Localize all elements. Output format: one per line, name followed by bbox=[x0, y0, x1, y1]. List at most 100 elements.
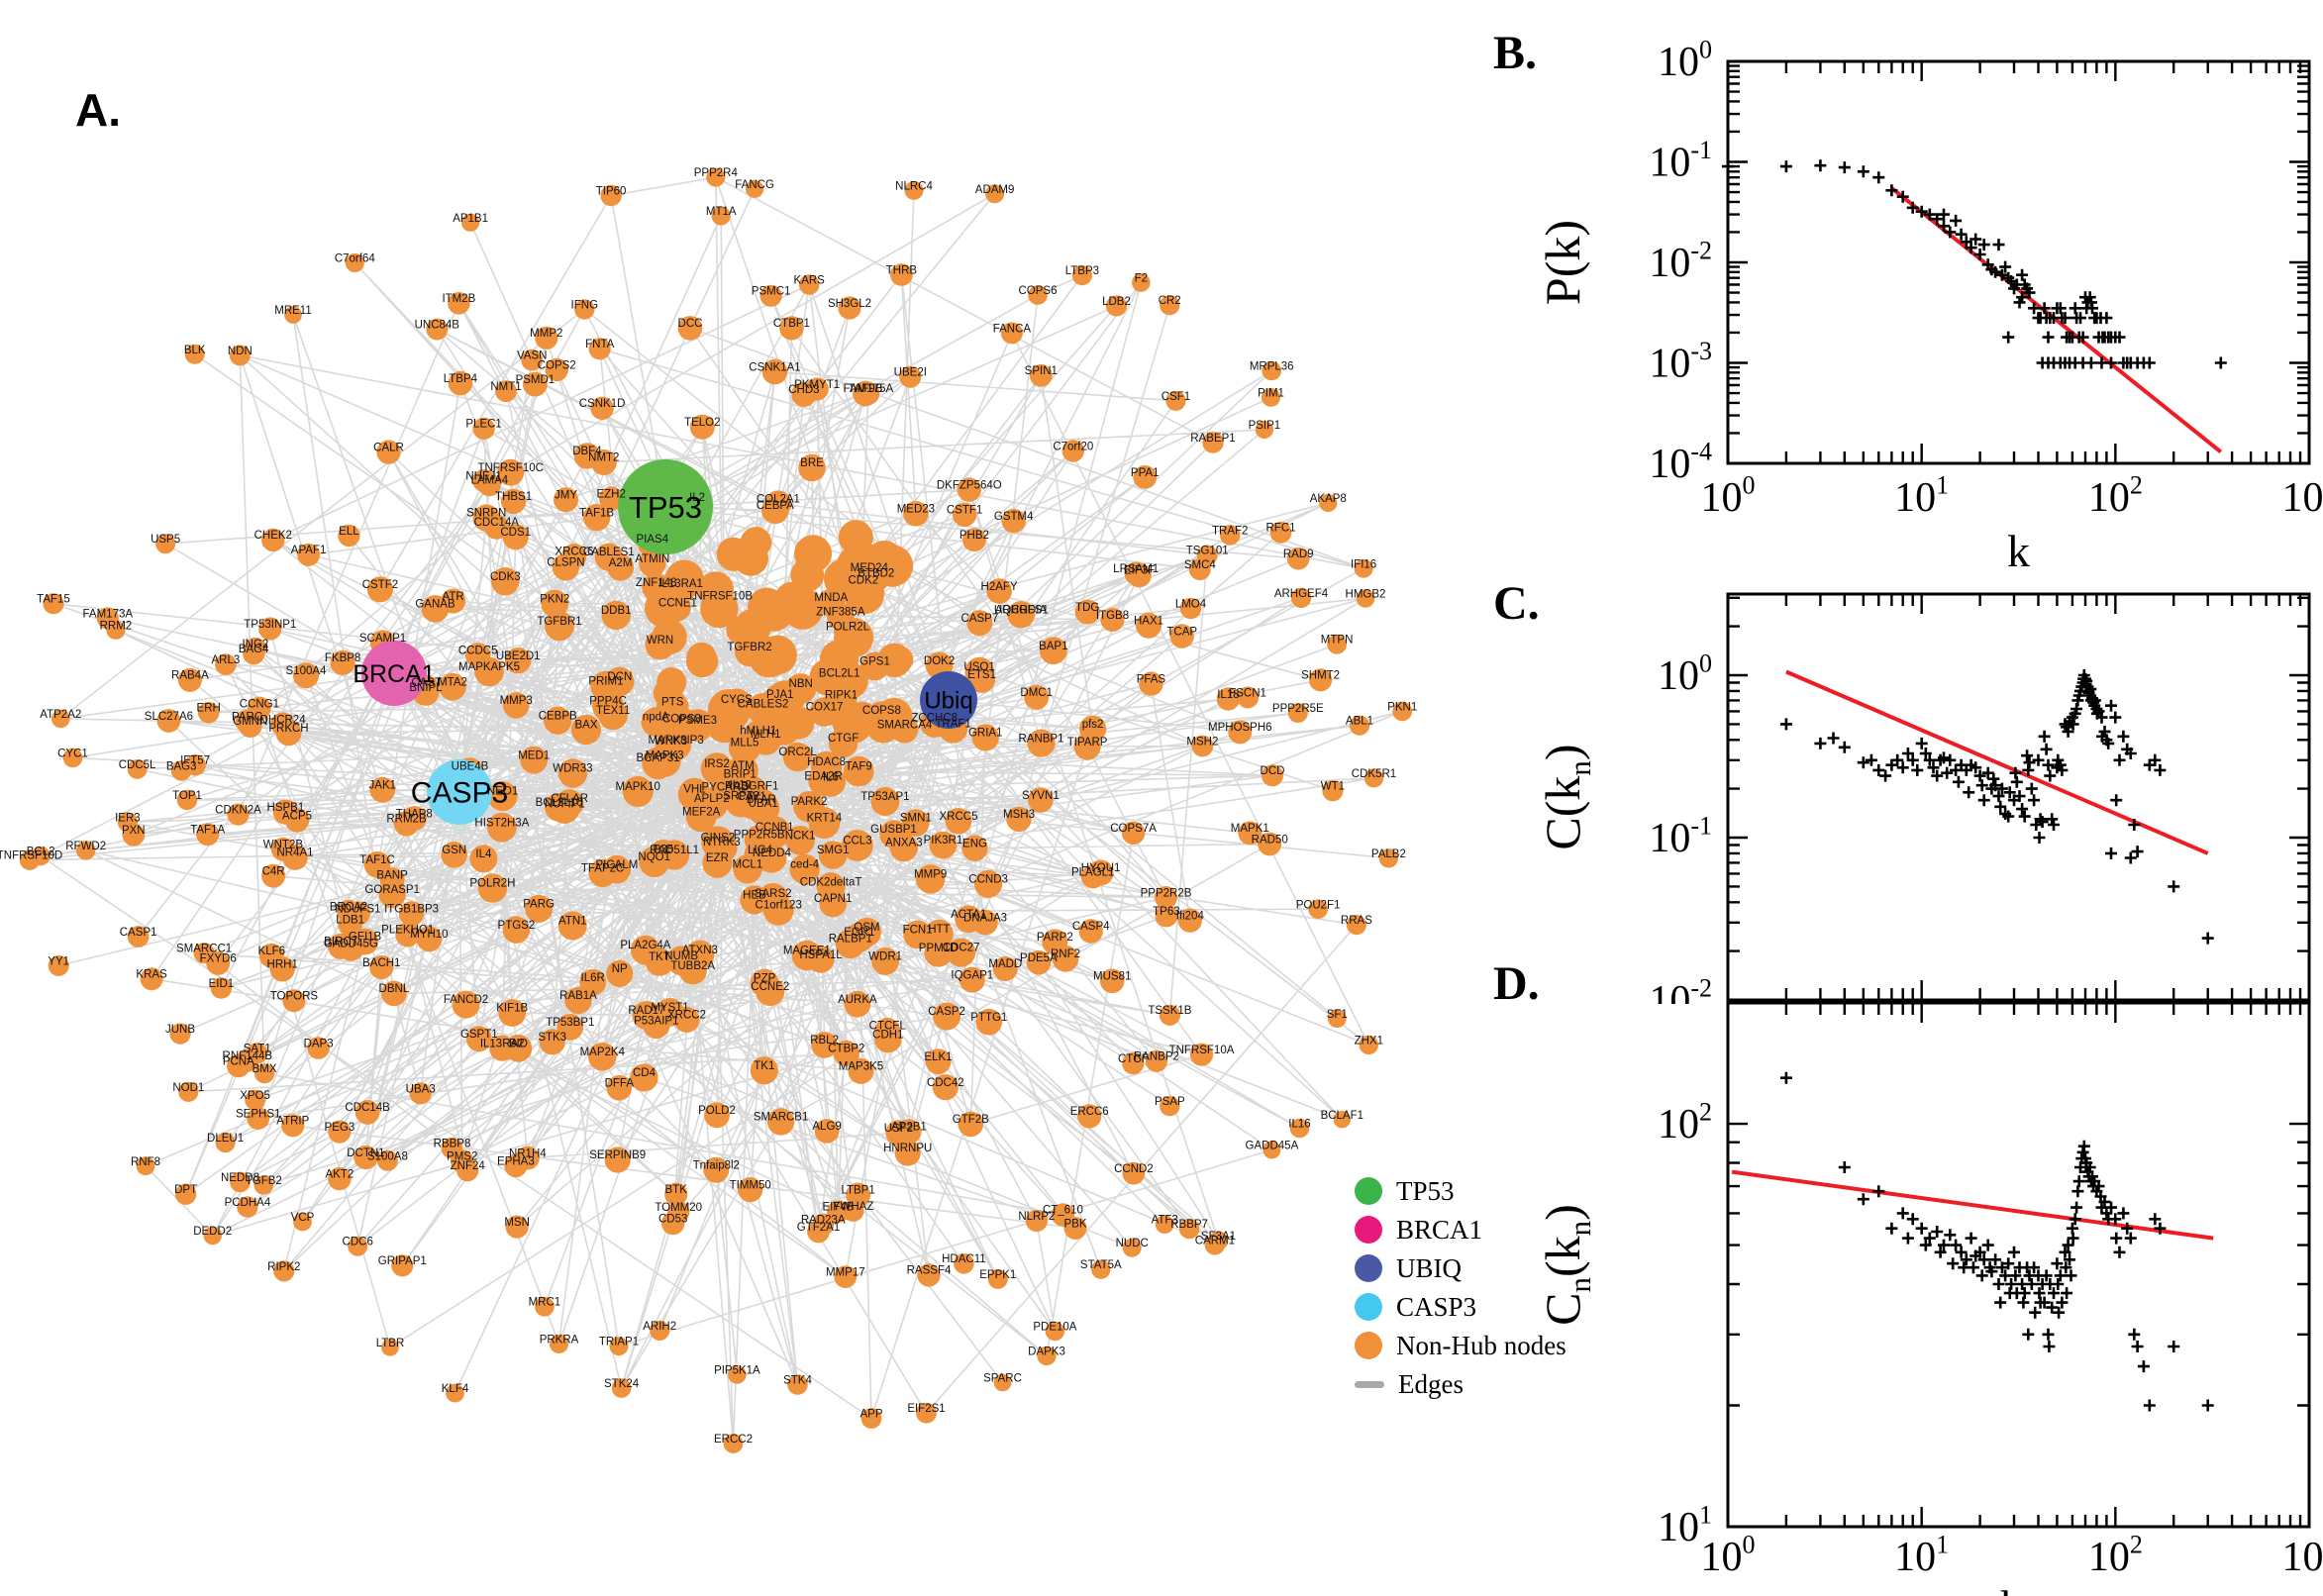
gene-label: ZHX1 bbox=[1355, 1035, 1383, 1047]
non-hub-node bbox=[842, 830, 873, 861]
non-hub-node bbox=[781, 587, 824, 630]
non-hub-node bbox=[987, 1268, 1008, 1289]
non-hub-node bbox=[1237, 686, 1260, 709]
non-hub-node bbox=[1087, 859, 1114, 886]
non-hub-node bbox=[605, 666, 635, 697]
non-hub-node bbox=[665, 573, 696, 604]
non-hub-node bbox=[734, 608, 771, 646]
gene-label: FANCG bbox=[735, 179, 774, 191]
gene-label: NEO1 bbox=[487, 786, 518, 798]
gene-label: NEDD4 bbox=[753, 848, 792, 859]
gene-label: GSPT1 bbox=[460, 1029, 498, 1041]
non-hub-node bbox=[588, 338, 611, 360]
non-hub-node bbox=[1309, 668, 1333, 692]
hub-label-ubiq: Ubiq bbox=[924, 687, 972, 714]
non-hub-node bbox=[515, 1146, 540, 1170]
gene-label: POLD2 bbox=[698, 1105, 736, 1117]
non-hub-node bbox=[348, 1236, 368, 1256]
gene-label: MSH2 bbox=[1186, 736, 1218, 748]
scatter-points bbox=[1779, 1071, 2214, 1412]
non-hub-node bbox=[740, 527, 772, 558]
non-hub-node bbox=[261, 863, 286, 888]
gene-label: GADD45G bbox=[324, 939, 378, 950]
gene-label: AP1B1 bbox=[453, 213, 488, 225]
non-hub-node bbox=[890, 263, 913, 286]
gene-label: SMARCB1 bbox=[754, 1112, 809, 1124]
non-hub-node bbox=[834, 1265, 858, 1288]
gene-label: RASGRF1 bbox=[725, 781, 778, 793]
non-hub-node bbox=[609, 1337, 629, 1356]
gene-label: MAPK1 bbox=[1231, 823, 1269, 835]
gene-label: RRM2B bbox=[386, 814, 427, 826]
non-hub-node bbox=[421, 595, 450, 623]
gene-label: DMC1 bbox=[1020, 687, 1053, 699]
gene-label: MED24 bbox=[851, 562, 889, 574]
gene-label: PTTG1 bbox=[970, 1012, 1007, 1024]
non-hub-node bbox=[1039, 637, 1067, 665]
non-hub-node bbox=[127, 926, 150, 948]
gene-label: APP bbox=[859, 1409, 882, 1421]
gene-label: NCK1 bbox=[785, 830, 816, 842]
non-hub-node bbox=[1132, 273, 1151, 292]
non-hub-node bbox=[622, 776, 654, 807]
gene-label: VCP bbox=[291, 1212, 315, 1224]
non-hub-node bbox=[1078, 919, 1103, 944]
non-hub-node bbox=[574, 299, 595, 320]
gene-label: MED23 bbox=[897, 504, 935, 516]
gene-label: MAP2K4 bbox=[580, 1047, 626, 1058]
non-hub-node bbox=[789, 853, 820, 885]
power-law-fit-line bbox=[1890, 186, 2223, 453]
plot-frame bbox=[1726, 59, 2311, 465]
gene-label: TNFRSF10D bbox=[0, 850, 62, 862]
gene-label: MAPK8IP3 bbox=[648, 735, 703, 747]
non-hub-node bbox=[441, 842, 468, 868]
scatter-points bbox=[1779, 669, 2214, 945]
gene-label: NDN bbox=[228, 346, 252, 357]
gene-label: CHEK2 bbox=[254, 530, 292, 542]
non-hub-node bbox=[1359, 1035, 1379, 1055]
gene-label: S100A8 bbox=[367, 1150, 408, 1162]
gene-label: HTT bbox=[928, 924, 950, 936]
non-hub-node bbox=[735, 637, 764, 667]
non-hub-node bbox=[409, 1082, 432, 1105]
non-hub-node bbox=[838, 296, 861, 320]
gene-label: AP2B1 bbox=[891, 1122, 927, 1134]
gene-label: OSM bbox=[854, 922, 879, 934]
gene-label: PSIP1 bbox=[1249, 420, 1281, 432]
gene-label: PFAS bbox=[1137, 673, 1166, 685]
gene-label: SPIN1 bbox=[1025, 365, 1058, 377]
non-hub-node bbox=[446, 1383, 464, 1403]
degree-distribution-plot: 100 101 102 103 100 10-1 10-2 10-3 10-4 k P(k) bbox=[1535, 35, 2323, 570]
gene-label: CEBPA bbox=[757, 500, 794, 512]
gene-label: PPP2R4 bbox=[694, 167, 739, 179]
non-hub-node bbox=[955, 905, 983, 934]
gene-label: STK24 bbox=[604, 1378, 640, 1390]
gene-label: HYOU1 bbox=[1081, 862, 1121, 874]
gene-label: EZR bbox=[706, 852, 729, 864]
non-hub-node bbox=[827, 1200, 850, 1224]
gene-label: PLAGL1 bbox=[1071, 866, 1114, 878]
gene-label: GANAB bbox=[415, 599, 455, 611]
non-hub-node bbox=[686, 646, 719, 678]
non-hub-node bbox=[229, 345, 251, 366]
gene-label: CDS1 bbox=[500, 527, 531, 539]
gene-label: IL6R bbox=[581, 972, 605, 984]
gene-label: LDB2 bbox=[1102, 296, 1131, 308]
non-hub-node bbox=[1028, 285, 1048, 305]
non-hub-node bbox=[502, 916, 531, 944]
gene-label: SHMT2 bbox=[1301, 670, 1340, 682]
gene-label: TRIAP1 bbox=[599, 1337, 639, 1348]
gene-label: CLSPN bbox=[547, 556, 584, 568]
non-hub-node bbox=[1061, 440, 1085, 462]
gene-label: DEDD2 bbox=[193, 1226, 232, 1238]
non-hub-node bbox=[664, 1182, 688, 1206]
non-hub-node bbox=[814, 1119, 840, 1144]
gene-label: USP5 bbox=[151, 534, 180, 546]
gene-label: JMY bbox=[555, 490, 577, 502]
gene-label: MAPK10 bbox=[616, 781, 660, 793]
non-hub-node bbox=[986, 578, 1012, 604]
gene-label: GINS2 bbox=[701, 832, 736, 844]
gene-label: BCL2L1 bbox=[819, 667, 860, 679]
non-hub-node bbox=[958, 1111, 984, 1138]
